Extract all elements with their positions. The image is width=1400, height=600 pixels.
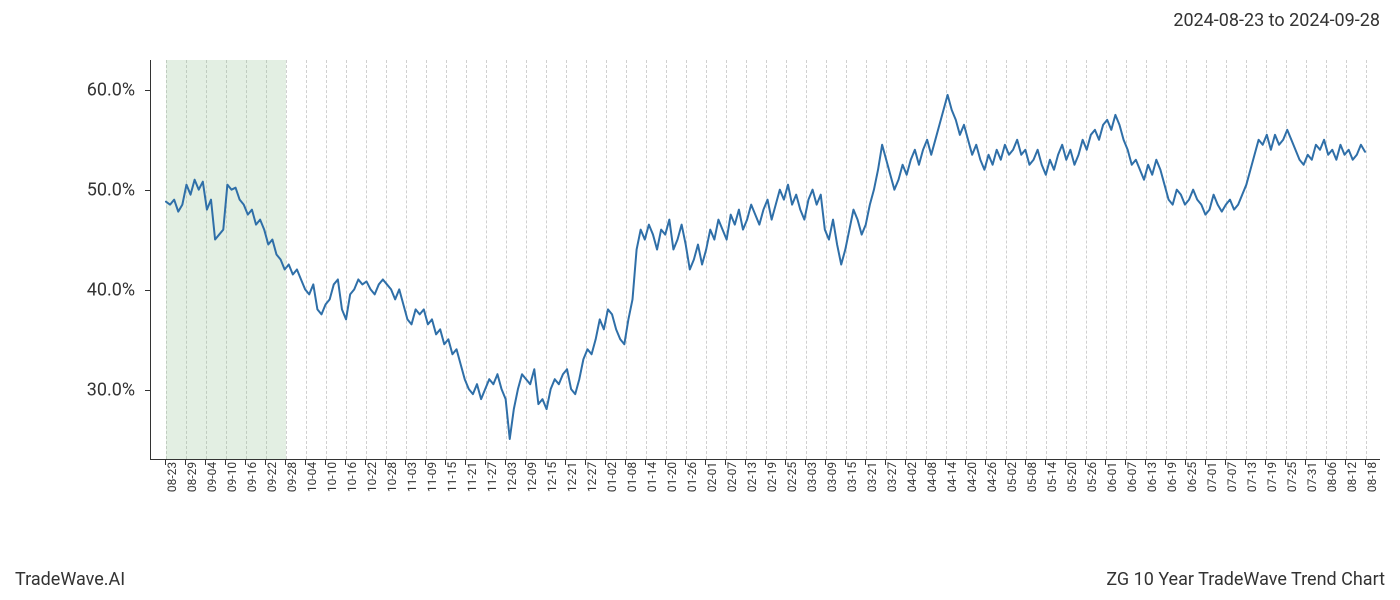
x-tick-label: 09-22	[265, 462, 279, 492]
x-tick-label: 11-21	[465, 462, 479, 492]
x-tick-label: 09-10	[225, 462, 239, 492]
x-tick-label: 07-01	[1205, 462, 1219, 492]
x-tick-label: 04-20	[965, 462, 979, 492]
x-tick-label: 05-02	[1005, 462, 1019, 492]
x-tick-label: 07-31	[1305, 462, 1319, 492]
x-tick-label: 02-07	[725, 462, 739, 492]
x-tick-label: 03-27	[885, 462, 899, 492]
x-tick-label: 05-26	[1085, 462, 1099, 492]
x-tick-label: 02-19	[765, 462, 779, 492]
x-tick-label: 10-04	[305, 462, 319, 492]
x-tick-label: 10-22	[365, 462, 379, 492]
x-tick-label: 01-26	[685, 462, 699, 492]
x-tick-label: 11-09	[425, 462, 439, 492]
x-tick-label: 03-21	[865, 462, 879, 492]
x-tick-label: 12-03	[505, 462, 519, 492]
x-tick-label: 01-20	[665, 462, 679, 492]
x-tick-label: 01-02	[605, 462, 619, 492]
x-tick-label: 12-21	[565, 462, 579, 492]
x-tick-label: 10-28	[385, 462, 399, 492]
x-tick-label: 09-04	[205, 462, 219, 492]
x-tick-label: 11-03	[405, 462, 419, 492]
x-tick-label: 06-01	[1105, 462, 1119, 492]
x-tick-label: 08-29	[185, 462, 199, 492]
x-tick-label: 04-14	[945, 462, 959, 492]
chart-title: ZG 10 Year TradeWave Trend Chart	[1106, 569, 1385, 590]
x-tick-label: 03-09	[825, 462, 839, 492]
x-tick-label: 05-08	[1025, 462, 1039, 492]
x-tick-label: 07-19	[1265, 462, 1279, 492]
y-axis: 30.0% 40.0% 50.0% 60.0%	[0, 60, 145, 460]
x-tick-label: 07-13	[1245, 462, 1259, 492]
x-tick-label: 06-07	[1125, 462, 1139, 492]
x-tick-label: 06-25	[1185, 462, 1199, 492]
x-tick-label: 04-26	[985, 462, 999, 492]
line-series	[151, 60, 1380, 459]
x-tick-label: 11-15	[445, 462, 459, 492]
y-tick-label: 60.0%	[87, 80, 135, 101]
x-tick-label: 10-16	[345, 462, 359, 492]
x-tick-label: 04-08	[925, 462, 939, 492]
y-tick-label: 50.0%	[87, 180, 135, 201]
x-tick-label: 01-14	[645, 462, 659, 492]
x-tick-label: 10-10	[325, 462, 339, 492]
x-tick-label: 02-25	[785, 462, 799, 492]
x-tick-label: 12-09	[525, 462, 539, 492]
x-tick-label: 02-13	[745, 462, 759, 492]
x-tick-label: 06-19	[1165, 462, 1179, 492]
x-tick-label: 03-03	[805, 462, 819, 492]
date-range-label: 2024-08-23 to 2024-09-28	[1173, 10, 1380, 31]
x-tick-label: 01-08	[625, 462, 639, 492]
x-tick-label: 08-06	[1325, 462, 1339, 492]
x-tick-label: 09-28	[285, 462, 299, 492]
x-tick-label: 07-07	[1225, 462, 1239, 492]
x-tick-label: 08-23	[165, 462, 179, 492]
x-tick-label: 02-01	[705, 462, 719, 492]
x-tick-label: 12-15	[545, 462, 559, 492]
y-tick-label: 30.0%	[87, 380, 135, 401]
footer-brand: TradeWave.AI	[15, 569, 125, 590]
x-tick-label: 07-25	[1285, 462, 1299, 492]
x-tick-label: 03-15	[845, 462, 859, 492]
x-tick-label: 11-27	[485, 462, 499, 492]
y-tick-label: 40.0%	[87, 280, 135, 301]
x-tick-label: 08-12	[1345, 462, 1359, 492]
x-tick-label: 08-18	[1365, 462, 1379, 492]
x-tick-label: 06-13	[1145, 462, 1159, 492]
chart-plot-area	[150, 60, 1380, 460]
x-tick-label: 05-20	[1065, 462, 1079, 492]
x-tick-label: 05-14	[1045, 462, 1059, 492]
x-tick-label: 09-16	[245, 462, 259, 492]
x-tick-label: 12-27	[585, 462, 599, 492]
x-axis: 08-23 08-29 09-04 09-10 09-16 09-22 09-28 10-04…	[150, 465, 1380, 545]
x-tick-label: 04-02	[905, 462, 919, 492]
